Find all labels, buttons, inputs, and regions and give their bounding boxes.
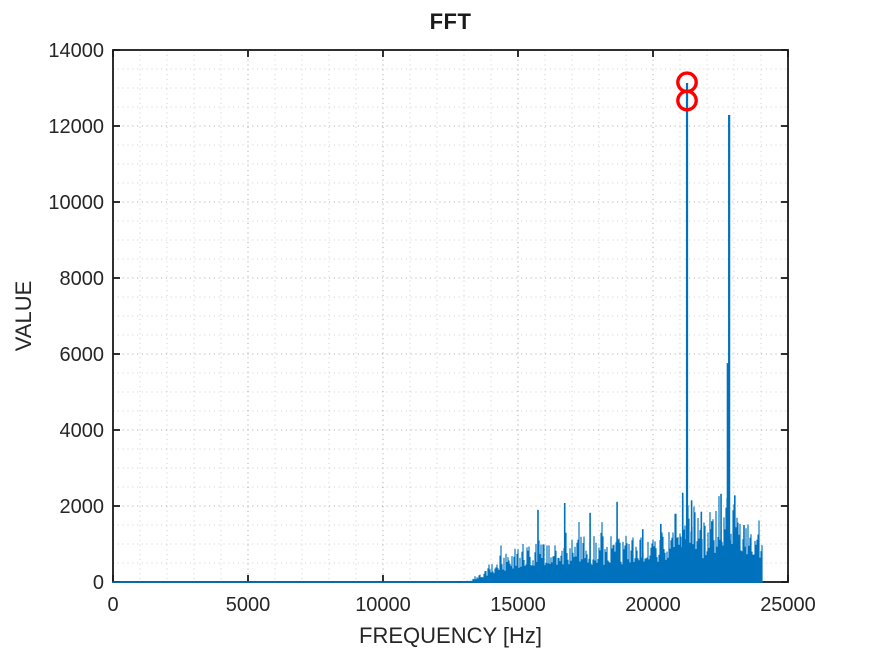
- x-tick-label: 20000: [625, 594, 681, 616]
- y-tick-label: 14000: [48, 40, 104, 62]
- peak-markers: [676, 71, 698, 112]
- y-axis-label: VALUE: [11, 280, 36, 352]
- y-tick-label: 10000: [48, 192, 104, 214]
- spectrum-series: [112, 83, 763, 583]
- y-tick-label: 4000: [60, 420, 105, 442]
- x-axis-label: FREQUENCY [Hz]: [359, 623, 542, 648]
- tick-labels: 0 5000 10000 15000 20000 25000 0 2000 4000 6000 80…: [48, 40, 815, 616]
- chart-title: FFT: [429, 9, 472, 34]
- y-tick-label: 8000: [60, 268, 105, 290]
- x-tick-label: 15000: [490, 594, 546, 616]
- x-tick-label: 5000: [226, 594, 271, 616]
- x-tick-label: 10000: [355, 594, 411, 616]
- x-tick-label: 25000: [760, 594, 816, 616]
- major-grid: [113, 50, 788, 582]
- minor-grid: [113, 50, 788, 582]
- y-tick-label: 12000: [48, 116, 104, 138]
- y-tick-label: 2000: [60, 496, 105, 518]
- y-tick-label: 0: [93, 572, 104, 594]
- x-tick-label: 0: [107, 594, 118, 616]
- y-tick-label: 6000: [60, 344, 105, 366]
